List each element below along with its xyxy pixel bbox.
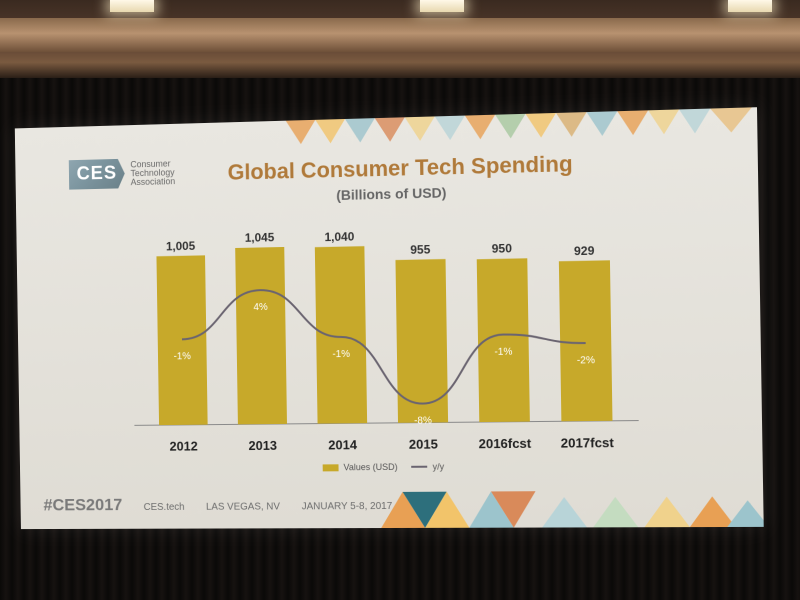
yoy-data-label: -2% xyxy=(577,355,596,367)
bar-value-label: 955 xyxy=(410,242,431,257)
yoy-data-label: 4% xyxy=(253,302,268,313)
x-tick-label: 2012 xyxy=(169,438,197,453)
x-tick-label: 2013 xyxy=(248,438,277,453)
footer-dates: JANUARY 5-8, 2017 xyxy=(302,501,393,512)
legend-label: y/y xyxy=(433,462,445,472)
ceiling xyxy=(0,0,800,78)
x-tick-label: 2015 xyxy=(409,436,438,451)
x-tick-label: 2014 xyxy=(328,437,358,452)
bar-value-label: 1,040 xyxy=(324,229,354,244)
bar xyxy=(315,246,367,423)
chart-legend: Values (USD) y/y xyxy=(323,462,445,473)
bar-value-label: 929 xyxy=(574,243,595,258)
ceiling-light xyxy=(420,0,464,12)
decorative-triangles-bottom xyxy=(381,486,764,528)
legend-item-yoy: y/y xyxy=(411,462,444,472)
x-tick-label: 2016fcst xyxy=(479,436,533,452)
footer-site: CES.tech xyxy=(144,502,185,513)
bar xyxy=(235,247,287,424)
yoy-data-label: -1% xyxy=(174,351,192,362)
footer-location: LAS VEGAS, NV xyxy=(206,501,280,512)
legend-swatch-line xyxy=(412,466,428,468)
yoy-data-label: -1% xyxy=(332,349,350,360)
projection-screen: CES Consumer Technology Association Glob… xyxy=(15,107,764,529)
ceiling-light xyxy=(110,0,154,12)
bar xyxy=(559,260,613,421)
bar-value-label: 1,045 xyxy=(245,230,275,245)
ceiling-light xyxy=(728,0,772,12)
x-tick-label: 2017fcst xyxy=(561,435,615,451)
ceiling-trim xyxy=(0,18,800,52)
legend-label: Values (USD) xyxy=(343,462,397,472)
legend-item-values: Values (USD) xyxy=(323,462,398,472)
bar-value-label: 950 xyxy=(492,241,513,256)
yoy-data-label: -1% xyxy=(494,346,512,357)
footer-hashtag: #CES2017 xyxy=(43,495,122,515)
legend-swatch-bar xyxy=(323,464,339,471)
yoy-data-label: -8% xyxy=(414,415,432,426)
bar-value-label: 1,005 xyxy=(166,239,196,254)
slide-footer: #CES2017 CES.tech LAS VEGAS, NV JANUARY … xyxy=(43,494,392,515)
